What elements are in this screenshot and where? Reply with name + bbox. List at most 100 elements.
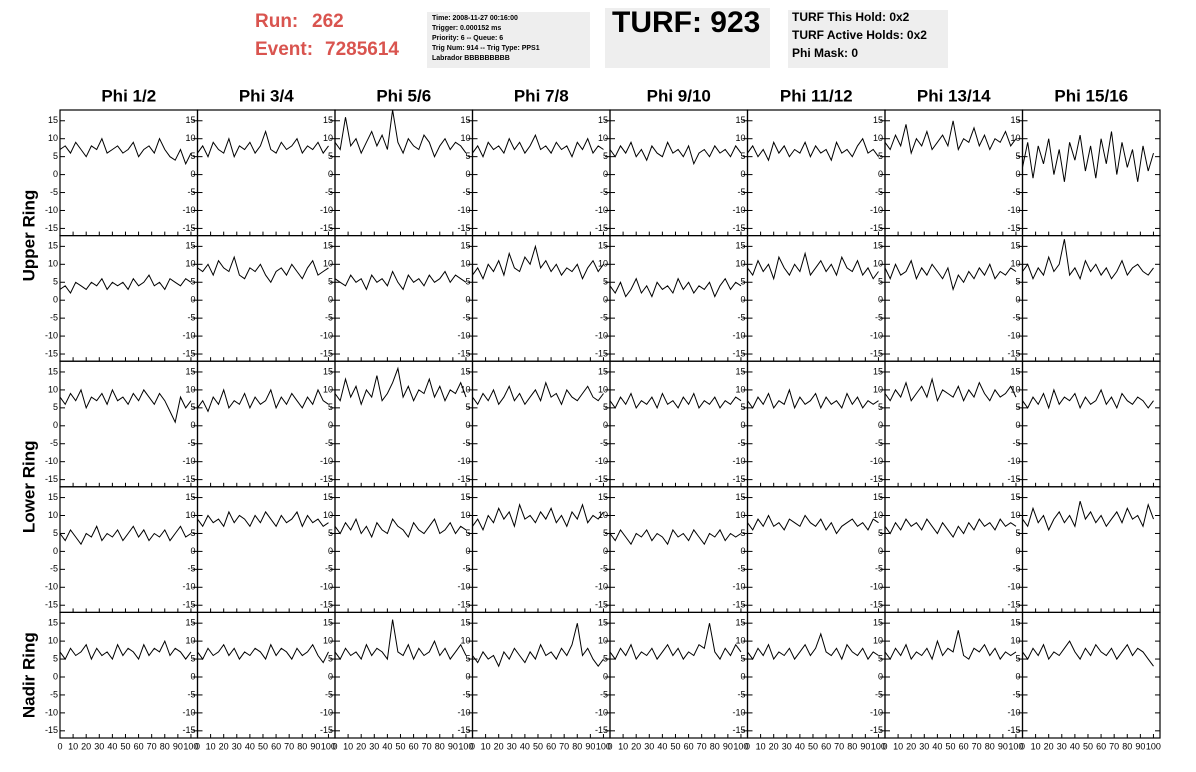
y-tick-label: 15 xyxy=(323,366,333,376)
y-tick-label: -5 xyxy=(1012,564,1020,574)
y-tick-label: -5 xyxy=(325,313,333,323)
y-tick-label: -15 xyxy=(1007,725,1020,735)
y-tick-label: -10 xyxy=(45,456,58,466)
y-tick-label: 10 xyxy=(873,259,883,269)
y-tick-label: 5 xyxy=(878,653,883,663)
y-tick-label: -5 xyxy=(462,564,470,574)
y-tick-label: 15 xyxy=(460,115,470,125)
y-tick-label: 5 xyxy=(465,528,470,538)
y-tick-label: -15 xyxy=(1007,223,1020,233)
y-tick-label: 5 xyxy=(603,653,608,663)
y-tick-label: 15 xyxy=(460,241,470,251)
y-tick-label: -10 xyxy=(732,707,745,717)
y-tick-label: 5 xyxy=(465,151,470,161)
y-tick-label: 15 xyxy=(460,366,470,376)
turf-info-line: Phi Mask: 0 xyxy=(792,46,858,60)
x-tick-label: 40 xyxy=(520,741,530,751)
y-tick-label: -5 xyxy=(875,187,883,197)
y-tick-label: 15 xyxy=(323,115,333,125)
waveform xyxy=(59,137,192,166)
y-tick-label: 10 xyxy=(735,510,745,520)
waveform xyxy=(472,623,604,668)
y-tick-label: 0 xyxy=(190,169,195,179)
y-tick-label: 15 xyxy=(598,492,608,502)
y-tick-label: 15 xyxy=(873,618,883,628)
y-tick-label: 5 xyxy=(328,402,333,412)
waveform xyxy=(1022,388,1154,410)
waveform xyxy=(609,623,742,661)
y-tick-label: -15 xyxy=(457,348,470,358)
x-tick-label: 100 xyxy=(1146,741,1161,751)
y-tick-label: -10 xyxy=(870,330,883,340)
y-tick-label: 10 xyxy=(598,635,608,645)
x-tick-label: 70 xyxy=(697,741,707,751)
y-tick-label: -5 xyxy=(875,689,883,699)
y-tick-label: 10 xyxy=(735,133,745,143)
y-tick-label: 15 xyxy=(735,366,745,376)
x-tick-label: 70 xyxy=(147,741,157,751)
y-tick-label: -5 xyxy=(875,438,883,448)
y-tick-label: -5 xyxy=(600,438,608,448)
x-tick-label: 80 xyxy=(847,741,857,751)
y-tick-label: 15 xyxy=(1010,366,1020,376)
y-tick-label: 15 xyxy=(48,241,58,251)
x-tick-label: 100 xyxy=(871,741,886,751)
y-tick-label: 15 xyxy=(48,618,58,628)
x-tick-label: 70 xyxy=(972,741,982,751)
x-tick-label: 70 xyxy=(834,741,844,751)
y-tick-label: -10 xyxy=(45,582,58,592)
y-tick-label: -10 xyxy=(320,456,333,466)
y-tick-label: 10 xyxy=(1010,384,1020,394)
x-tick-label: 60 xyxy=(271,741,281,751)
y-tick-label: -10 xyxy=(182,707,195,717)
column-header: Phi 1/2 xyxy=(101,86,156,105)
x-tick-label: 100 xyxy=(733,741,748,751)
x-tick-label: 10 xyxy=(68,741,78,751)
y-tick-label: 15 xyxy=(48,492,58,502)
y-tick-label: -5 xyxy=(1012,313,1020,323)
y-tick-label: -15 xyxy=(732,725,745,735)
y-tick-label: -15 xyxy=(595,725,608,735)
waveform xyxy=(197,510,329,528)
turf-info-line: TURF Active Holds: 0x2 xyxy=(792,28,927,42)
waveform xyxy=(1022,640,1154,667)
y-tick-label: -5 xyxy=(1012,438,1020,448)
y-tick-label: 15 xyxy=(735,492,745,502)
y-tick-label: -10 xyxy=(595,456,608,466)
y-tick-label: -10 xyxy=(1007,330,1020,340)
info-line: Time: 2008-11-27 00:16:00 xyxy=(432,15,518,22)
y-tick-label: -10 xyxy=(182,205,195,215)
y-tick-label: -5 xyxy=(50,313,58,323)
y-tick-label: 15 xyxy=(323,618,333,628)
x-tick-label: 80 xyxy=(435,741,445,751)
y-tick-label: 15 xyxy=(323,492,333,502)
y-tick-label: 5 xyxy=(328,277,333,287)
y-tick-label: -15 xyxy=(732,474,745,484)
y-tick-label: -5 xyxy=(187,438,195,448)
y-tick-label: 10 xyxy=(598,384,608,394)
x-tick-label: 0 xyxy=(882,741,887,751)
x-tick-label: 50 xyxy=(670,741,680,751)
y-tick-label: 0 xyxy=(603,671,608,681)
y-tick-label: -5 xyxy=(875,313,883,323)
y-tick-label: -10 xyxy=(595,205,608,215)
y-tick-label: 5 xyxy=(1015,151,1020,161)
y-tick-label: 0 xyxy=(603,420,608,430)
y-tick-label: -15 xyxy=(182,474,195,484)
x-tick-label: 50 xyxy=(1083,741,1093,751)
x-tick-label: 20 xyxy=(219,741,229,751)
y-tick-label: -5 xyxy=(462,313,470,323)
y-tick-label: 5 xyxy=(603,277,608,287)
waveform xyxy=(334,366,467,406)
waveform xyxy=(747,514,879,535)
row-label: Nadir Ring xyxy=(19,632,38,718)
x-tick-label: 100 xyxy=(1008,741,1023,751)
y-tick-label: -15 xyxy=(457,725,470,735)
x-tick-label: 30 xyxy=(644,741,654,751)
y-tick-label: 5 xyxy=(190,151,195,161)
waveform xyxy=(197,388,329,413)
waveform xyxy=(472,502,604,532)
x-tick-label: 60 xyxy=(409,741,419,751)
x-tick-label: 40 xyxy=(382,741,392,751)
